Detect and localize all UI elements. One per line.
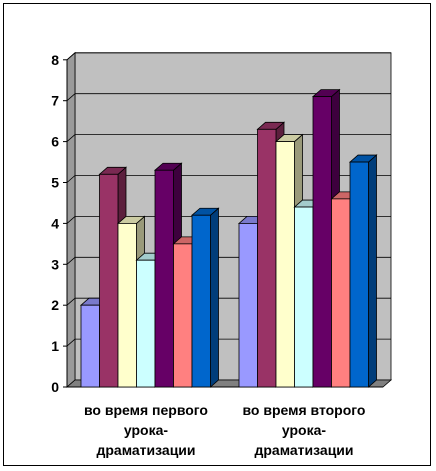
bar-side [368,154,377,388]
gridline-side [66,175,76,183]
bar [349,161,369,388]
gridline-side [66,216,76,224]
y-tick-label: 6 [51,134,59,150]
x-category-label: урока- [282,422,326,438]
y-tick-label: 7 [51,93,59,109]
bar [117,222,137,388]
x-category-label: урока- [124,422,168,438]
bar [136,259,156,388]
bar-side [210,207,219,388]
x-category-label: во время первого [84,402,208,418]
bar [331,198,351,388]
gridline-side [66,134,76,142]
y-tick-label: 4 [51,215,59,231]
gridline-side [66,93,76,102]
y-tick-label: 0 [51,379,59,395]
bar [99,173,119,388]
x-category-label: во время второго [243,402,366,418]
y-tick-label: 5 [51,175,59,191]
x-category-label: драматизации [96,442,195,458]
bar [257,128,277,388]
y-tick-label: 1 [51,338,59,354]
gridline-side [66,338,76,347]
bar [312,96,332,388]
bar [294,206,314,388]
gridline-side [66,297,76,306]
x-category-label: драматизации [254,442,353,458]
gridline-side [66,256,76,265]
y-tick-label: 2 [51,297,59,313]
bar [154,169,174,388]
bar [191,214,211,388]
bar [80,304,100,388]
bar [173,243,193,388]
y-tick-label: 3 [51,256,59,272]
bar [275,141,295,388]
y-tick-label: 8 [51,52,59,68]
bar [238,222,258,388]
gridline-side [66,52,76,61]
